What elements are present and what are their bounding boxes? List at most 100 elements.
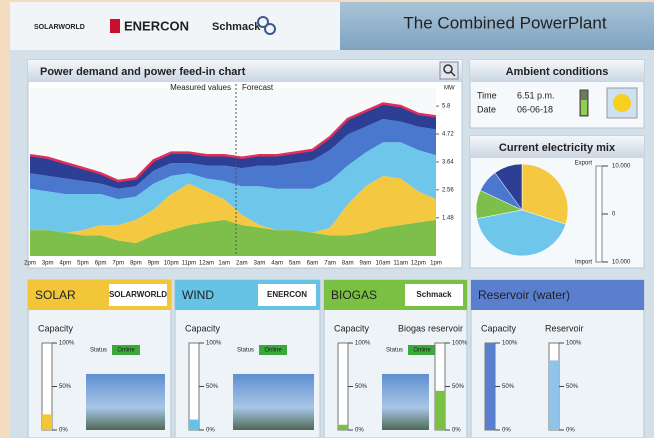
- sun-icon: [613, 94, 631, 112]
- x-tick-label: 10am: [376, 261, 391, 267]
- gauge-tick-label: 100%: [566, 341, 582, 347]
- status-value: Online: [117, 348, 135, 354]
- x-tick-label: 2am: [236, 261, 248, 267]
- page-title: The Combined PowerPlant: [403, 13, 606, 32]
- gauge-fill: [42, 414, 52, 430]
- photo: [382, 374, 429, 430]
- panel-title: Reservoir (water): [478, 288, 570, 302]
- date-value: 06-06-18: [517, 104, 553, 114]
- status-label: Status: [90, 348, 107, 354]
- gauge-tick-label: 10.000: [612, 164, 631, 170]
- gauge-tick-label: 50%: [452, 384, 465, 390]
- gauge-tick-label: 0%: [59, 428, 68, 434]
- logo-icon: [110, 19, 120, 33]
- dashboard: SOLARWORLD ENERCON Schmack The Combined …: [0, 0, 654, 438]
- reservoir-label: Reservoir: [545, 323, 584, 333]
- x-tick-label: 1am: [218, 261, 230, 267]
- x-tick-label: 1pm: [430, 261, 442, 267]
- time-label: Time: [477, 90, 497, 100]
- gauge-fill: [485, 343, 495, 430]
- time-value: 6.51 p.m.: [517, 90, 555, 100]
- panel-logo: ENERCON: [267, 290, 307, 299]
- y-tick-label: 2.56: [442, 187, 454, 193]
- logo: Schmack: [212, 21, 261, 33]
- panel-logo: SOLARWORLD: [109, 290, 167, 299]
- photo: [86, 374, 165, 430]
- forecast-label: Forecast: [242, 83, 274, 92]
- battery-icon: [581, 100, 587, 115]
- pie-chart: [476, 164, 568, 256]
- x-tick-label: 10pm: [164, 261, 179, 267]
- x-tick-label: 6am: [307, 261, 319, 267]
- source-panels: SOLAR SOLARWORLD Capacity 100% 50% 0% Status On…: [28, 280, 644, 438]
- panel-title: Current electricity mix: [499, 142, 616, 154]
- x-tick-label: 4pm: [59, 261, 71, 267]
- gauge-tick-label: 50%: [566, 384, 579, 390]
- logo: ENERCON: [124, 18, 189, 33]
- measured-label: Measured values: [170, 83, 231, 92]
- panel-title: Power demand and power feed-in chart: [40, 66, 246, 78]
- x-tick-label: 8pm: [130, 261, 142, 267]
- x-tick-label: 2pm: [24, 261, 36, 267]
- x-tick-label: 11pm: [182, 261, 197, 267]
- gauge-tick-label: 50%: [59, 384, 72, 390]
- gauge-fill: [189, 420, 199, 430]
- capacity-label: Capacity: [185, 323, 221, 333]
- photo: [233, 374, 314, 430]
- panel-title: Ambient conditions: [506, 66, 609, 78]
- page: SOLARWORLD ENERCON Schmack The Combined …: [0, 0, 654, 438]
- x-tick-label: 7pm: [112, 261, 124, 267]
- panel-logo: Schmack: [416, 290, 452, 299]
- x-tick-label: 12am: [199, 261, 214, 267]
- gauge-tick-label: 0%: [206, 428, 215, 434]
- x-tick-label: 3am: [254, 261, 266, 267]
- reservoir-label: Biogas reservoir: [398, 323, 463, 333]
- x-tick-label: 9pm: [148, 261, 160, 267]
- import-label: Import: [575, 260, 592, 266]
- capacity-label: Capacity: [334, 323, 370, 333]
- panel-title: BIOGAS: [331, 288, 377, 302]
- status-label: Status: [386, 348, 403, 354]
- status-label: Status: [237, 348, 254, 354]
- gauge-fill: [435, 391, 445, 430]
- gauge-track: [338, 343, 348, 430]
- x-tick-label: 7am: [324, 261, 336, 267]
- gauge-tick-label: 100%: [355, 341, 371, 347]
- status-value: Online: [264, 348, 282, 354]
- gauge-tick-label: 0%: [355, 428, 364, 434]
- x-tick-label: 4am: [271, 261, 283, 267]
- gauge-tick-label: 0%: [502, 428, 511, 434]
- x-tick-label: 3pm: [42, 261, 54, 267]
- gauge-tick-label: 100%: [452, 341, 468, 347]
- y-unit: MW: [444, 86, 455, 92]
- capacity-label: Capacity: [38, 323, 74, 333]
- gauge-track: [596, 166, 602, 262]
- gauge-track: [189, 343, 199, 430]
- gauge-tick-label: 50%: [206, 384, 219, 390]
- logo: SOLARWORLD: [34, 24, 85, 31]
- x-tick-label: 12pm: [411, 261, 426, 267]
- gauge-tick-label: 100%: [206, 341, 222, 347]
- gauge-tick-label: 50%: [502, 384, 515, 390]
- y-tick-label: 3.64: [442, 159, 454, 165]
- status-value: Online: [413, 348, 431, 354]
- y-tick-label: 4.72: [442, 132, 454, 138]
- x-tick-label: 9am: [360, 261, 372, 267]
- gauge-tick-label: 0%: [452, 428, 461, 434]
- x-tick-label: 5pm: [77, 261, 89, 267]
- gauge-fill: [338, 425, 348, 430]
- gauge-fill: [549, 360, 559, 430]
- date-label: Date: [477, 104, 496, 114]
- gauge-tick-label: 100%: [502, 341, 518, 347]
- x-tick-label: 6pm: [95, 261, 107, 267]
- y-tick-label: 5.8: [442, 104, 451, 110]
- y-tick-label: 1.48: [442, 215, 454, 221]
- export-label: Export: [575, 161, 593, 167]
- panel-title: SOLAR: [35, 288, 76, 302]
- area-chart: MW 1.48 2.56 3.64 4.72 5.8 2pm 3pm 4pm 5pm 6pm 7pm 8…: [24, 83, 455, 266]
- capacity-label: Capacity: [481, 323, 517, 333]
- panel-title: WIND: [182, 288, 214, 302]
- x-tick-label: 8am: [342, 261, 354, 267]
- x-tick-label: 5am: [289, 261, 301, 267]
- gauge-tick-label: 100%: [59, 341, 75, 347]
